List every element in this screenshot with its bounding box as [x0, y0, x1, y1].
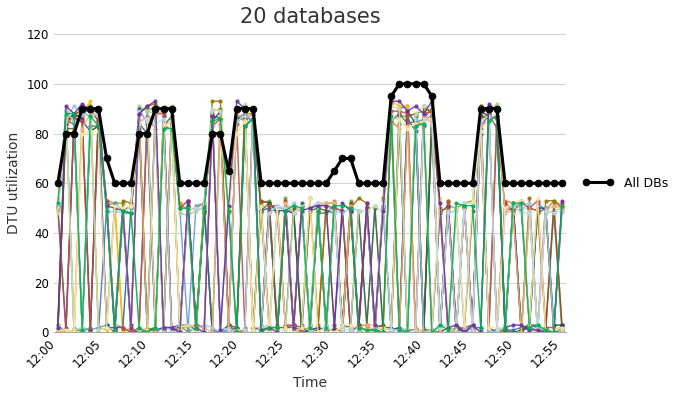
Legend: All DBs: All DBs: [577, 172, 673, 195]
All DBs: [54, 181, 62, 186]
All DBs: [411, 81, 420, 86]
All DBs: [290, 181, 298, 186]
All DBs: [549, 181, 558, 186]
All DBs: [208, 131, 216, 136]
All DBs: [395, 81, 403, 86]
All DBs: [306, 181, 314, 186]
Line: All DBs: All DBs: [54, 80, 566, 187]
Y-axis label: DTU utilization: DTU utilization: [7, 132, 21, 234]
X-axis label: Time: Time: [293, 376, 327, 390]
Title: 20 databases: 20 databases: [239, 7, 380, 27]
All DBs: [192, 181, 200, 186]
All DBs: [558, 181, 566, 186]
